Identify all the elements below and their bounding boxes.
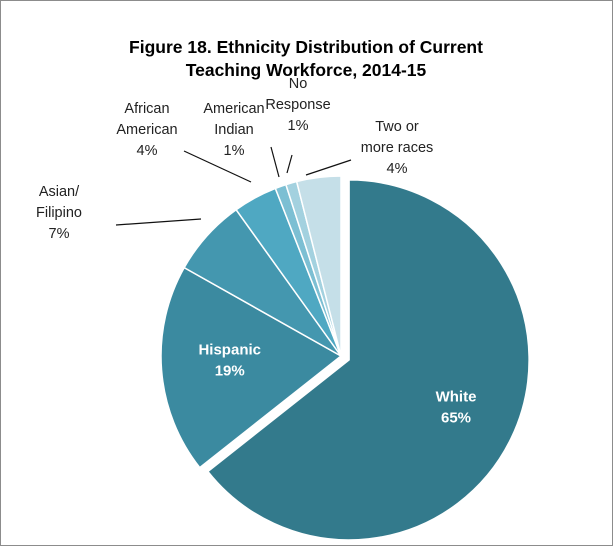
slice-hispanic <box>160 266 343 469</box>
slice-white <box>206 179 530 541</box>
label-hispanic: Hispanic 19% <box>198 342 261 380</box>
chart-title-line-1: Figure 18. Ethnicity Distribution of Cur… <box>129 37 483 57</box>
leader-american-indian <box>270 146 280 178</box>
label-asian-filipino: Asian/Filipino 7% <box>36 184 82 242</box>
pie-slices <box>160 175 530 541</box>
label-two-or-more-races: Two or more races 4% <box>361 119 434 177</box>
slice-two-or-more-races <box>295 175 342 357</box>
leader-african-american <box>183 150 252 183</box>
label-white: White 65% <box>436 389 477 427</box>
leader-two-or-more-races <box>305 159 352 176</box>
label-african-american: African American 4% <box>116 101 177 159</box>
leader-lines <box>115 146 352 226</box>
label-no-response: No Response 1% <box>265 76 330 134</box>
slice-labels: White 65% Hispanic 19% Asian/Filipino 7% Afric… <box>36 76 476 427</box>
chart-title-line-2: Teaching Workforce, 2014-15 <box>186 60 427 80</box>
leader-asian-filipino <box>115 218 202 226</box>
leader-no-response <box>286 154 293 174</box>
label-american-indian: American Indian 1% <box>203 101 264 159</box>
